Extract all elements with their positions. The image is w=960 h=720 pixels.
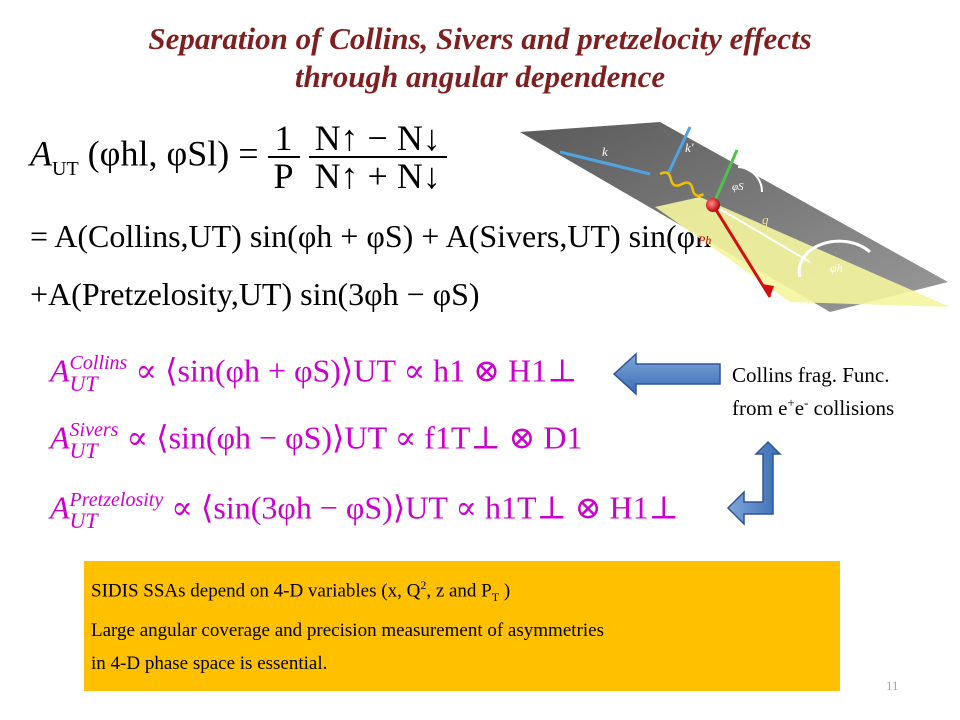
interaction-vertex: [706, 198, 720, 212]
summary-line-3: in 4-D phase space is essential.: [91, 653, 328, 675]
summary-box: SIDIS SSAs depend on 4-D variables (x, Q…: [84, 561, 840, 691]
page-number: 11: [886, 678, 899, 693]
hadron-momentum-line: [711, 204, 772, 298]
virtual-photon-line: [659, 171, 705, 198]
kprime-label: k': [685, 140, 694, 155]
ph-label: Ph: [697, 233, 711, 247]
phi-h-label: φh: [830, 261, 843, 275]
phi-s-label: φS: [732, 181, 744, 193]
slide-title: Separation of Collins, Sivers and pretze…: [40, 20, 920, 96]
summary-line-1: SIDIS SSAs depend on 4-D variables (x, Q…: [91, 578, 511, 605]
q-label: q: [762, 212, 769, 227]
sidis-kinematics-diagram: k k' q Ph φS φh: [520, 122, 950, 312]
summary-line-2: Large angular coverage and precision mea…: [91, 620, 604, 642]
spin-vector: [711, 149, 739, 206]
title-line-2: through angular dependence: [294, 59, 666, 94]
phi-s-arc: [737, 166, 764, 193]
fraction-one-over-p: 1 P: [267, 120, 300, 194]
asymmetry-expansion-line-2: = A(Collins,UT) sin(φh + φS) + A(Sivers,…: [30, 218, 793, 254]
collins-note: Collins frag. Func. from e+e- collisions: [732, 363, 895, 420]
title-line-1: Separation of Collins, Sivers and pretze…: [148, 21, 812, 56]
asymmetry-definition: AUT (φhl, φSl) = 1 P N↑ − N↓ N↑ + N↓: [30, 120, 447, 194]
phi-h-arc: [797, 239, 872, 278]
sivers-relation: A Sivers UT ∝ ⟨sin(φh − φS)⟩UT ∝ f1T⊥ ⊗ D1: [50, 419, 583, 463]
k-label: k: [602, 144, 608, 159]
outgoing-lepton-line: [666, 126, 692, 175]
bent-arrow-icon: [726, 440, 782, 526]
q-axis: [712, 204, 811, 263]
collins-relation: A Collins UT ∝ ⟨sin(φh + φS)⟩UT ∝ h1 ⊗ H1⊥: [50, 352, 578, 396]
incoming-lepton-line: [559, 150, 651, 176]
hadron-plane: [655, 197, 950, 307]
pretzelosity-relation: A Pretzelosity UT ∝ ⟨sin(3φh − φS)⟩UT ∝ h1…: [50, 489, 679, 533]
fraction-n-up-down: N↑ − N↓ N↑ + N↓: [308, 120, 447, 194]
left-arrow-icon: [612, 352, 721, 396]
asymmetry-expansion-line-3: +A(Pretzelosity,UT) sin(3φh − φS): [30, 276, 480, 312]
